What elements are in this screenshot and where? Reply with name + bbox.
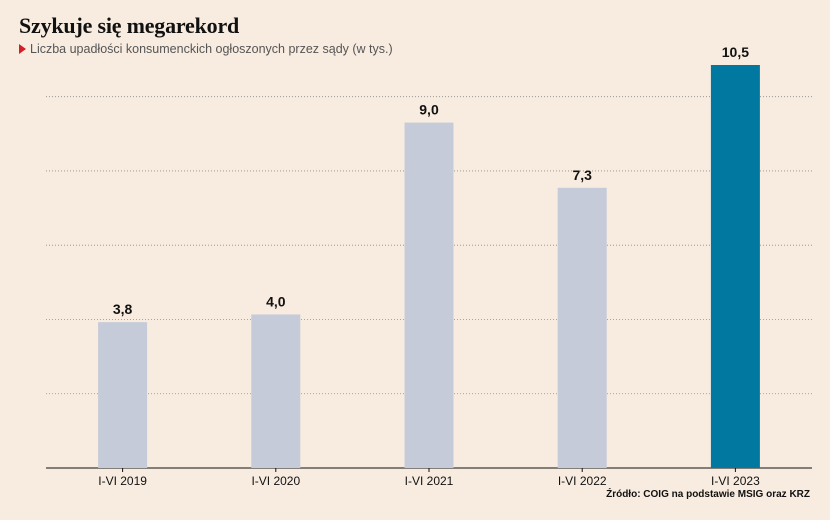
data-label: 9,0 [419,102,439,118]
bar [404,122,454,469]
bar [710,65,760,468]
chart-subtitle: Liczba upadłości konsumenckich ogłoszony… [30,42,393,56]
x-tick-label: I-VI 2021 [405,474,454,488]
red-triangle-icon [19,44,26,54]
x-tick-label: I-VI 2023 [711,474,760,488]
bar [251,314,301,468]
chart-title: Szykuje się megarekord [19,13,240,38]
bar [98,322,148,468]
x-tick-label: I-VI 2020 [251,474,300,488]
x-tick-label: I-VI 2019 [98,474,147,488]
data-label: 4,0 [266,293,286,309]
x-tick-label: I-VI 2022 [558,474,607,488]
subtitle-row: Liczba upadłości konsumenckich ogłoszony… [19,42,393,56]
data-label: 7,3 [572,167,592,183]
data-label: 3,8 [113,301,133,317]
source-note: Źródło: COIG na podstawie MSIG oraz KRZ [606,489,810,500]
bar [557,187,607,469]
data-label: 10,5 [722,44,749,60]
